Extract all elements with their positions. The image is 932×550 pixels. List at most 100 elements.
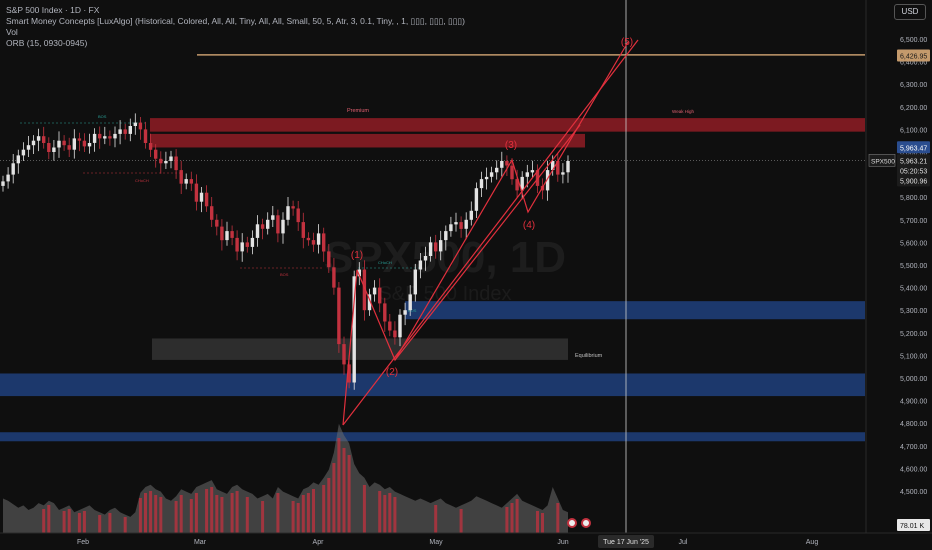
zone-gray	[152, 338, 568, 360]
candle-body	[439, 240, 443, 252]
candle-body	[260, 224, 265, 229]
candle-body	[1, 181, 5, 186]
candle-body	[306, 237, 311, 241]
channel-line-upper	[342, 39, 639, 426]
volume-tag-bg	[897, 519, 930, 531]
candle-body	[545, 170, 550, 191]
candle-body	[449, 224, 453, 232]
crosshair-date-bg	[598, 535, 654, 548]
volume-bar	[312, 489, 315, 533]
candle-body	[266, 219, 270, 229]
candle-body	[123, 129, 127, 134]
volume-bar	[98, 515, 102, 533]
candle-body	[245, 242, 249, 247]
price-tag-countdown-bg	[897, 164, 930, 177]
symbol-tag-bg	[868, 154, 896, 167]
volume-bar	[276, 493, 280, 533]
candle-body	[16, 155, 20, 164]
wave-label: (5)	[621, 37, 633, 48]
candle-body	[393, 330, 397, 338]
volume-bar	[82, 511, 86, 533]
candle-body	[418, 260, 423, 270]
candle-body	[255, 224, 260, 238]
price-axis[interactable]	[866, 0, 932, 550]
channel-line-lower	[394, 124, 581, 361]
price-tag-lower-bg	[897, 174, 930, 187]
volume-bar	[332, 463, 336, 533]
y-tick-label: 4,600.00	[900, 466, 927, 473]
volume-bar	[210, 487, 214, 533]
wave-label: (3)	[505, 140, 517, 151]
candle-body	[220, 226, 224, 241]
candle-body	[189, 179, 193, 184]
time-axis[interactable]	[0, 533, 932, 550]
legend-title[interactable]: S&P 500 Index · 1D · FX	[6, 5, 100, 15]
candle-body	[357, 269, 361, 277]
y-tick-label: 5,500.00	[900, 263, 927, 270]
volume-bar	[138, 498, 142, 533]
candle-body	[210, 206, 214, 220]
volume-bar	[174, 501, 178, 533]
candle-body	[143, 129, 148, 143]
candle-body	[322, 233, 326, 252]
candle-body	[551, 161, 555, 170]
legend-indicator-smc[interactable]: Smart Money Concepts [LuxAlgo] (Historic…	[6, 16, 465, 26]
volume-bar	[347, 455, 351, 533]
candle-body	[500, 161, 504, 168]
zone-blue	[405, 301, 865, 320]
candle-body	[82, 140, 87, 147]
legend-indicator-orb[interactable]: ORB (15, 0930-0945)	[6, 38, 88, 48]
volume-bar	[220, 497, 224, 533]
y-tick-label: 6,400.00	[900, 60, 927, 67]
candle-body	[383, 303, 387, 322]
volume-bar	[301, 495, 305, 533]
candle-body	[133, 122, 137, 126]
candle-body	[204, 192, 209, 207]
volume-bar	[541, 513, 544, 533]
candle-body	[535, 170, 540, 186]
x-tick-label: Jun	[557, 539, 568, 546]
candle-body	[367, 294, 372, 311]
candle-body	[337, 287, 341, 345]
volume-bar	[245, 497, 249, 533]
candle-body	[281, 219, 285, 234]
candle-body	[301, 222, 305, 238]
candle-body	[215, 219, 219, 227]
candle-body	[169, 156, 173, 161]
candle-body	[434, 242, 438, 252]
candle-body	[174, 156, 178, 171]
candle-body	[26, 145, 31, 150]
candle-body	[42, 136, 46, 143]
candle-body	[164, 161, 168, 164]
volume-bar	[194, 493, 198, 533]
premium-label: Premium	[347, 108, 369, 114]
symbol-tag: SPX500	[871, 158, 895, 165]
volume-tag: 78.01 K	[900, 523, 924, 530]
candle-body	[316, 233, 321, 245]
volume-bar	[47, 505, 51, 533]
bos-label: BOS	[280, 272, 289, 277]
x-tick-label: Feb	[77, 539, 89, 546]
candle-body	[286, 206, 290, 220]
candle-body	[72, 138, 76, 150]
candle-body	[103, 136, 107, 139]
volume-bar	[62, 511, 66, 533]
price-tag-countdown: 05:20:53	[900, 168, 927, 175]
volume-bar	[327, 478, 331, 533]
y-tick-label: 4,800.00	[900, 421, 927, 428]
y-tick-label: 5,600.00	[900, 240, 927, 247]
currency-button[interactable]: USD	[894, 4, 926, 20]
volume-bar	[342, 448, 346, 533]
price-tag-upper: 5,963.47	[900, 145, 927, 152]
volume-bar	[67, 509, 71, 533]
volume-bar	[261, 501, 265, 533]
legend-indicator-vol[interactable]: Vol	[6, 27, 18, 37]
candle-body	[57, 140, 61, 148]
candle-body	[515, 179, 519, 191]
candle-body	[454, 222, 458, 225]
candle-body	[271, 215, 275, 220]
candle-body	[118, 129, 122, 134]
volume-bar	[215, 495, 219, 533]
candle-body	[240, 242, 244, 252]
